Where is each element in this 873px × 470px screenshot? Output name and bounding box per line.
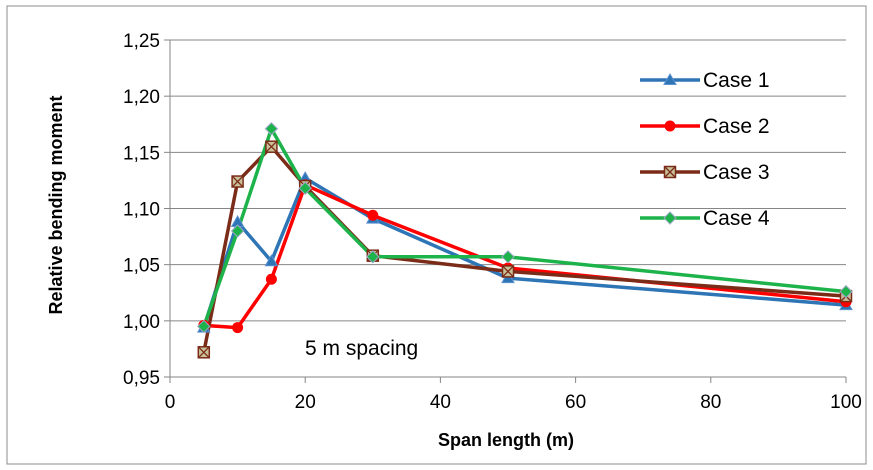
x-tick-label: 40 bbox=[430, 392, 451, 413]
data-point-case-4 bbox=[501, 250, 515, 264]
legend: Case 1 Case 2 Case 3 Case 4 bbox=[640, 69, 770, 230]
annotation-spacing: 5 m spacing bbox=[305, 337, 418, 360]
x-tick-label: 80 bbox=[700, 392, 721, 413]
data-point-case-2 bbox=[367, 209, 379, 221]
data-point-case-3 bbox=[231, 175, 244, 188]
y-tick-labels: 0,95 1,00 1,05 1,10 1,15 1,20 1,25 bbox=[123, 31, 160, 389]
y-tick-label: 1,25 bbox=[123, 31, 160, 52]
legend-label: Case 2 bbox=[703, 115, 770, 138]
x-tick-label: 100 bbox=[830, 392, 862, 413]
chart-border bbox=[6, 5, 867, 465]
y-tick-label: 1,00 bbox=[123, 312, 160, 333]
data-point-case-4 bbox=[839, 284, 853, 299]
axes bbox=[164, 39, 847, 383]
y-tick-label: 1,10 bbox=[123, 200, 160, 221]
y-tick-label: 1,20 bbox=[123, 87, 160, 108]
data-point-case-3 bbox=[501, 265, 515, 278]
y-tick-label: 1,05 bbox=[123, 256, 160, 277]
y-axis-label: Relative bending moment bbox=[46, 95, 66, 314]
data-point-case-2 bbox=[265, 273, 277, 285]
data-point-case-3 bbox=[265, 140, 278, 153]
x-tick-label: 20 bbox=[295, 392, 316, 413]
legend-marker bbox=[663, 72, 677, 85]
data-point-case-4 bbox=[298, 181, 312, 195]
x-tick-label: 0 bbox=[165, 392, 176, 413]
x-tick-labels: 0 20 40 60 80 100 bbox=[165, 392, 862, 413]
legend-item-case-4: Case 4 bbox=[640, 207, 770, 230]
legend-label: Case 3 bbox=[703, 161, 770, 184]
legend-marker bbox=[664, 120, 676, 132]
data-point-case-4 bbox=[197, 319, 211, 334]
legend-marker bbox=[663, 165, 677, 179]
y-tick-label: 0,95 bbox=[123, 368, 160, 389]
series-markers bbox=[196, 122, 853, 359]
data-point-case-2 bbox=[232, 322, 244, 334]
data-point-case-4 bbox=[264, 122, 279, 136]
legend-item-case-2: Case 2 bbox=[640, 115, 770, 138]
x-tick-label: 60 bbox=[565, 392, 586, 413]
x-axis-label: Span length (m) bbox=[438, 430, 574, 450]
legend-label: Case 1 bbox=[703, 69, 770, 92]
legend-label: Case 4 bbox=[703, 207, 770, 230]
legend-marker bbox=[663, 211, 677, 225]
data-point-case-4 bbox=[230, 224, 245, 238]
y-tick-label: 1,15 bbox=[123, 143, 160, 164]
grid bbox=[170, 39, 846, 322]
data-point-case-3 bbox=[197, 346, 211, 359]
legend-item-case-1: Case 1 bbox=[640, 69, 770, 92]
data-point-case-1 bbox=[264, 254, 279, 267]
legend-item-case-3: Case 3 bbox=[640, 161, 770, 184]
data-point-case-4 bbox=[366, 250, 380, 264]
